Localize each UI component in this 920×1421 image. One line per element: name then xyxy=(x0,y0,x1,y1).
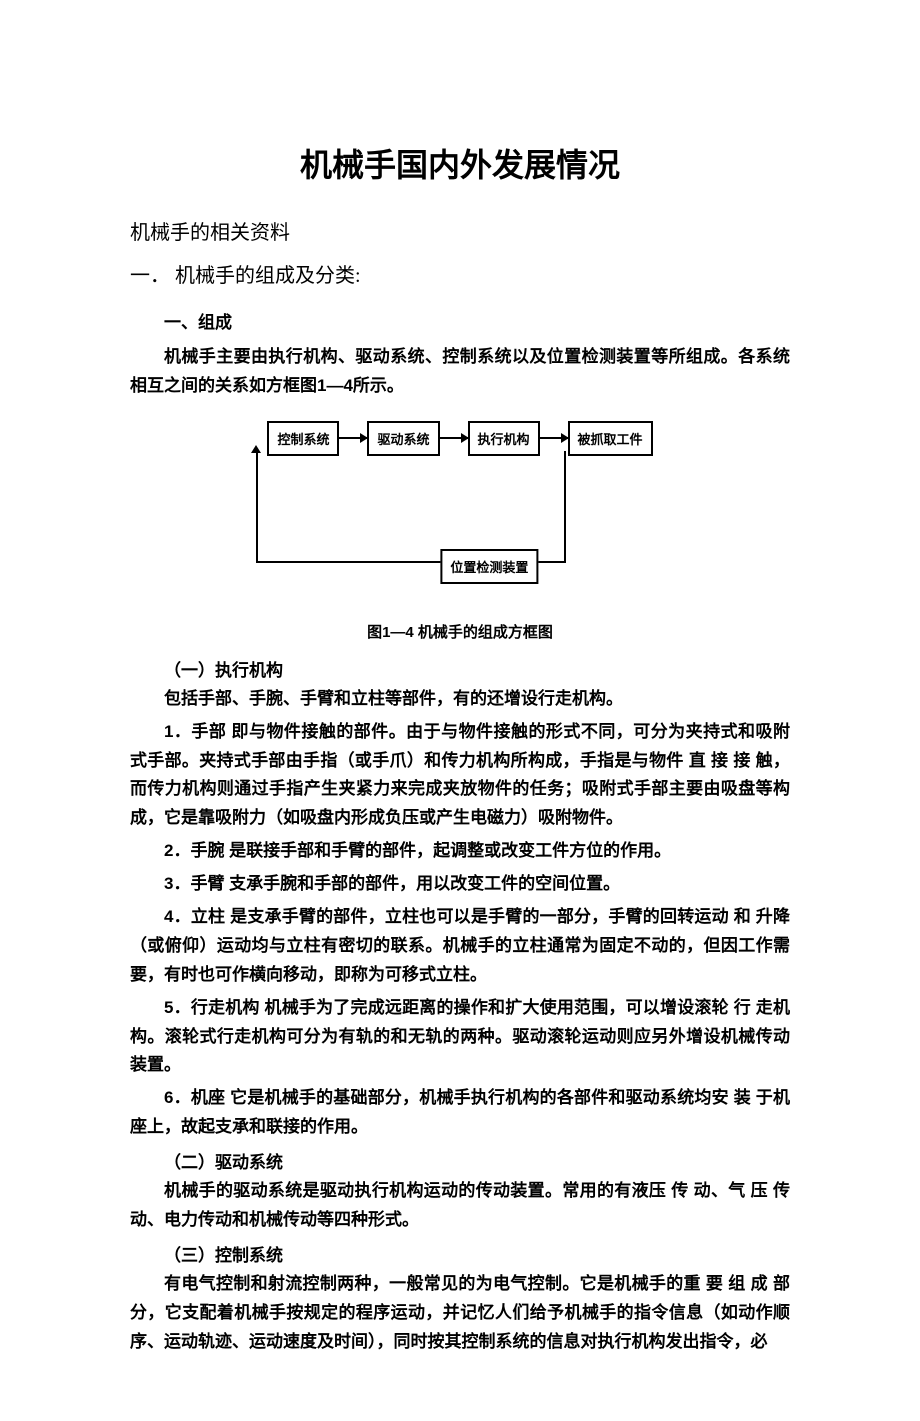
subsection-control: （三）控制系统 xyxy=(130,1241,790,1266)
feedback-line-left xyxy=(256,451,486,563)
paragraph-column: 4．立柱 是支承手臂的部件，立柱也可以是手臂的一部分，手臂的回转运动 和 升降（… xyxy=(130,903,790,990)
block-diagram: 控制系统 驱动系统 执行机构 被抓取工件 位置检测装置 xyxy=(230,421,690,601)
paragraph-wrist: 2．手腕 是联接手部和手臂的部件，起调整或改变工件方位的作用。 xyxy=(130,837,790,866)
diagram-box-workpiece: 被抓取工件 xyxy=(568,421,653,456)
document-title: 机械手国内外发展情况 xyxy=(130,140,790,186)
document-subtitle: 机械手的相关资料 xyxy=(130,216,790,245)
paragraph-hand: 1．手部 即与物件接触的部件。由于与物件接触的形式不同，可分为夹持式和吸附式手部… xyxy=(130,718,790,834)
paragraph-control: 有电气控制和射流控制两种，一般常见的为电气控制。它是机械手的重 要 组 成 部分… xyxy=(130,1270,790,1357)
heading-composition: 一、组成 xyxy=(130,308,790,333)
arrow-icon xyxy=(540,437,568,439)
paragraph-arm: 3．手臂 支承手腕和手部的部件，用以改变工件的空间位置。 xyxy=(130,870,790,899)
paragraph-executor-intro: 包括手部、手腕、手臂和立柱等部件，有的还增设行走机构。 xyxy=(130,685,790,714)
section-number: 一． 机械手的组成及分类: xyxy=(130,259,790,288)
paragraph-base: 6．机座 它是机械手的基础部分，机械手执行机构的各部件和驱动系统均安 装 于机座… xyxy=(130,1084,790,1142)
diagram-box-position: 位置检测装置 xyxy=(440,549,538,584)
subsection-executor: （一）执行机构 xyxy=(130,656,790,681)
diagram-caption: 图1—4 机械手的组成方框图 xyxy=(130,621,790,642)
paragraph-intro: 机械手主要由执行机构、驱动系统、控制系统以及位置检测装置等所组成。各系统相互之间… xyxy=(130,343,790,401)
subsection-drive: （二）驱动系统 xyxy=(130,1148,790,1173)
feedback-line-right xyxy=(486,451,566,563)
paragraph-drive: 机械手的驱动系统是驱动执行机构运动的传动装置。常用的有液压 传 动、气 压 传动… xyxy=(130,1177,790,1235)
arrow-icon xyxy=(440,437,468,439)
paragraph-walk: 5．行走机构 机械手为了完成远距离的操作和扩大使用范围，可以增设滚轮 行 走机构… xyxy=(130,994,790,1081)
arrow-icon xyxy=(339,437,367,439)
